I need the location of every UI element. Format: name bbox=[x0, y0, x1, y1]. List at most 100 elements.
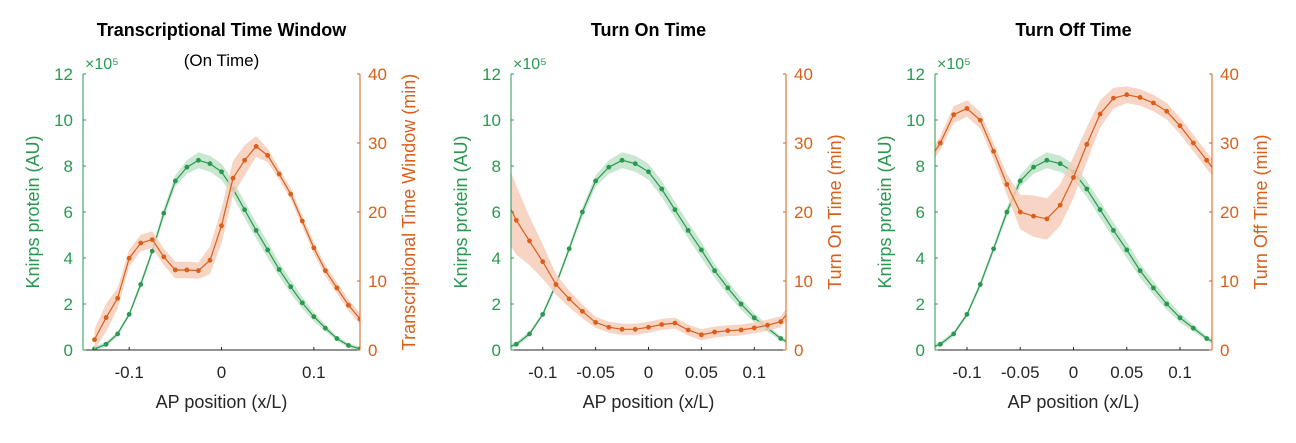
time-data-point bbox=[322, 268, 328, 274]
x-tick-label: 0 bbox=[644, 363, 653, 382]
time-data-point bbox=[792, 303, 797, 308]
protein-data-point bbox=[149, 248, 155, 254]
x-axis-label: AP position (x/L) bbox=[583, 392, 715, 412]
time-data-point bbox=[712, 329, 718, 335]
left-y-tick-label: 2 bbox=[916, 295, 925, 314]
protein-data-point bbox=[1137, 268, 1143, 274]
x-tick-label: -0.05 bbox=[576, 363, 615, 382]
x-tick-label: 0 bbox=[217, 363, 226, 382]
time-data-point bbox=[991, 148, 996, 154]
time-data-point bbox=[579, 308, 585, 314]
time-data-point bbox=[184, 267, 190, 273]
time-data-point bbox=[725, 328, 731, 334]
time-data-point bbox=[1137, 95, 1143, 100]
time-data-point bbox=[1057, 202, 1063, 208]
x-tick-label: 0.1 bbox=[302, 363, 326, 382]
protein-data-point bbox=[172, 178, 178, 184]
protein-data-point bbox=[646, 169, 651, 175]
time-data-point bbox=[253, 144, 259, 149]
time-data-point bbox=[149, 237, 155, 243]
time-data-point bbox=[288, 191, 294, 197]
protein-data-point bbox=[1004, 209, 1010, 215]
left-y-tick-label: 4 bbox=[64, 249, 73, 268]
time-data-point bbox=[1218, 175, 1223, 180]
left-y-tick-label: 0 bbox=[64, 341, 73, 360]
protein-data-point bbox=[593, 178, 599, 184]
time-data-point bbox=[1204, 157, 1210, 163]
x-tick-label: 0.05 bbox=[685, 363, 718, 382]
protein-data-point bbox=[1057, 161, 1063, 167]
left-y-tick-label: 0 bbox=[492, 341, 501, 360]
protein-data-point bbox=[540, 311, 546, 317]
protein-data-point bbox=[579, 209, 585, 215]
x-tick-label: 0 bbox=[1069, 363, 1078, 382]
time-data-point bbox=[242, 157, 247, 163]
time-data-point bbox=[593, 320, 599, 325]
protein-data-point bbox=[357, 346, 360, 350]
protein-data-point bbox=[738, 301, 744, 307]
time-data-point bbox=[1084, 141, 1090, 147]
protein-data-point bbox=[219, 169, 224, 175]
protein-data-point bbox=[1017, 178, 1023, 184]
time-data-point bbox=[115, 295, 121, 301]
time-data-point bbox=[126, 255, 132, 261]
time-data-point bbox=[1017, 209, 1023, 215]
protein-data-point bbox=[778, 336, 784, 341]
right-y-tick-label: 0 bbox=[368, 341, 377, 360]
time-data-point bbox=[1177, 123, 1183, 129]
protein-data-point bbox=[991, 246, 996, 252]
x-axis-label: AP position (x/L) bbox=[1008, 392, 1140, 412]
protein-data-point bbox=[527, 331, 532, 337]
protein-data-point bbox=[1031, 164, 1036, 170]
chart-title: Turn Off Time bbox=[1015, 20, 1131, 40]
left-y-axis-label: Knirps protein (AU) bbox=[451, 135, 471, 288]
plot-area bbox=[935, 86, 1223, 349]
time-data-point bbox=[1111, 95, 1116, 101]
protein-data-point bbox=[1124, 247, 1130, 253]
right-y-tick-label: 0 bbox=[794, 341, 803, 360]
protein-data-point bbox=[685, 228, 691, 233]
time-data-point bbox=[685, 327, 691, 333]
left-y-tick-label: 8 bbox=[916, 157, 925, 176]
protein-data-point bbox=[103, 341, 109, 347]
time-data-point bbox=[1190, 140, 1196, 146]
protein-data-point bbox=[672, 207, 678, 213]
left-y-tick-label: 8 bbox=[492, 157, 501, 176]
time-data-point bbox=[566, 296, 572, 302]
time-data-point bbox=[265, 153, 271, 158]
time-data-point bbox=[778, 319, 784, 325]
right-y-tick-label: 30 bbox=[794, 134, 813, 153]
time-data-point bbox=[103, 315, 109, 320]
protein-data-point bbox=[161, 210, 167, 216]
plot-area bbox=[92, 136, 360, 350]
time-data-point bbox=[513, 217, 519, 223]
left-y-tick-label: 6 bbox=[64, 203, 73, 222]
time-data-point bbox=[501, 190, 506, 195]
chart-panel-2: -0.1 -0.05 0 0.05 0.1 0 2 4 6 8 10 12 0 10 20 30 40 ×10⁵ T… bbox=[451, 20, 845, 412]
left-y-tick-label: 4 bbox=[492, 249, 501, 268]
time-data-point bbox=[1004, 182, 1010, 187]
time-data-point bbox=[659, 322, 665, 327]
protein-series-line bbox=[94, 159, 360, 350]
x-tick-label: -0.1 bbox=[528, 363, 557, 382]
protein-data-point bbox=[698, 247, 704, 253]
protein-data-point bbox=[725, 285, 731, 291]
left-y-axis-label: Knirps protein (AU) bbox=[23, 135, 43, 288]
time-data-point bbox=[92, 337, 97, 343]
right-y-tick-label: 10 bbox=[1220, 272, 1239, 291]
right-y-tick-label: 20 bbox=[368, 203, 387, 222]
protein-data-point bbox=[322, 325, 328, 331]
chart-panel-3: -0.1 -0.05 0 0.05 0.1 0 2 4 6 8 10 12 0 10 20 30 40 ×10⁵ T… bbox=[875, 20, 1271, 412]
protein-data-point bbox=[501, 346, 506, 351]
left-y-tick-label: 2 bbox=[492, 295, 501, 314]
time-data-point bbox=[964, 106, 970, 111]
time-data-point bbox=[276, 171, 282, 177]
x-tick-label: 0.05 bbox=[1110, 363, 1143, 382]
left-y-tick-label: 6 bbox=[916, 203, 925, 222]
time-data-point bbox=[751, 325, 757, 331]
time-data-point bbox=[172, 267, 178, 273]
protein-data-point bbox=[253, 228, 259, 233]
protein-data-point bbox=[346, 343, 351, 348]
time-data-point bbox=[311, 245, 317, 251]
